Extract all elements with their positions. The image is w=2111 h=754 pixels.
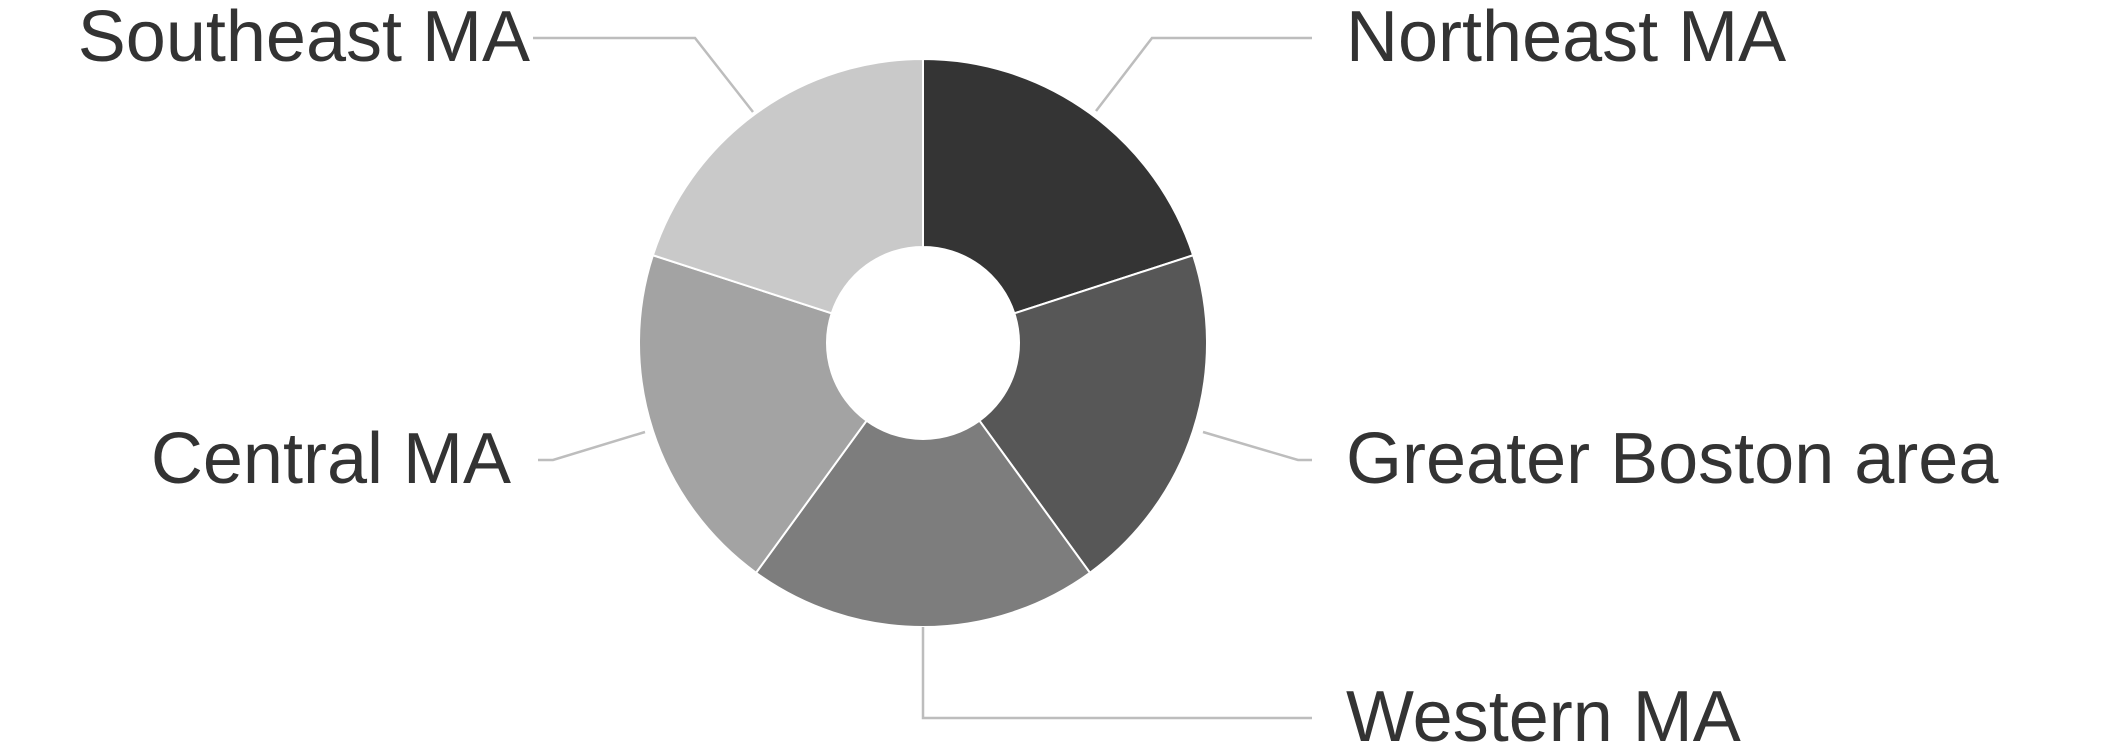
slice-label-central-ma: Central MA (151, 419, 511, 499)
donut-slices (638, 57, 1208, 628)
leader-line-greater-boston-area (1202, 430, 1312, 462)
slice-label-northeast-ma: Northeast MA (1346, 0, 1786, 77)
slice-label-western-ma: Western MA (1346, 677, 1741, 754)
slice-central-ma (638, 253, 868, 575)
slice-greater-boston-area (978, 253, 1208, 575)
leader-line-central-ma (538, 430, 646, 462)
slice-labels: Northeast MA Greater Boston area Western M… (78, 0, 2000, 754)
slice-label-greater-boston-area: Greater Boston area (1346, 419, 1999, 499)
leader-lines (533, 36, 1312, 720)
slice-label-southeast-ma: Southeast MA (78, 0, 530, 77)
leader-line-western-ma (921, 627, 1312, 720)
slice-northeast-ma (922, 57, 1195, 315)
slice-western-ma (754, 419, 1092, 628)
leader-line-northeast-ma (1095, 36, 1312, 112)
slice-southeast-ma (651, 57, 924, 315)
leader-line-southeast-ma (533, 36, 754, 113)
